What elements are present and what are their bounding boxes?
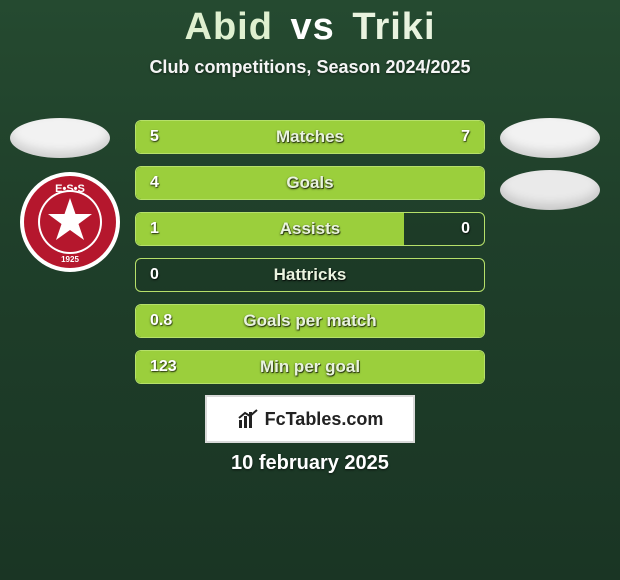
badge-text-top: E•S•S	[55, 183, 85, 195]
badge-year: 1925	[61, 255, 79, 264]
ess-badge-icon: E•S•S 1925	[18, 170, 122, 274]
player1-club-badge: E•S•S 1925	[18, 170, 122, 274]
stat-row: 10Assists	[135, 212, 485, 246]
stat-value-right: 0	[461, 220, 470, 238]
player1-name: Abid	[185, 6, 273, 48]
comparison-card: Abid vs Triki Club competitions, Season …	[0, 0, 620, 580]
bar-fill-left	[136, 167, 484, 199]
stat-value-left: 0	[150, 266, 159, 284]
stat-row: 123Min per goal	[135, 350, 485, 384]
stat-value-left: 1	[150, 220, 159, 238]
stat-value-left: 123	[150, 358, 177, 376]
snapshot-date: 10 february 2025	[0, 452, 620, 475]
player1-avatar-placeholder	[10, 118, 110, 158]
stat-bars: 57Matches4Goals10Assists0Hattricks0.8Goa…	[135, 120, 485, 396]
stat-value-left: 4	[150, 174, 159, 192]
bar-fill-left	[136, 213, 404, 245]
stat-value-right: 7	[461, 128, 470, 146]
player2-club-placeholder	[500, 170, 600, 210]
bar-fill-right	[279, 121, 484, 153]
stat-value-left: 0.8	[150, 312, 172, 330]
fctables-logo-icon	[237, 408, 259, 430]
bar-fill-left	[136, 351, 484, 383]
source-tag-text: FcTables.com	[265, 409, 384, 430]
stat-row: 0.8Goals per match	[135, 304, 485, 338]
player2-name: Triki	[352, 6, 435, 48]
subtitle: Club competitions, Season 2024/2025	[0, 57, 620, 78]
stat-row: 0Hattricks	[135, 258, 485, 292]
page-title: Abid vs Triki	[0, 0, 620, 49]
bar-fill-left	[136, 305, 484, 337]
stat-row: 57Matches	[135, 120, 485, 154]
stat-label: Hattricks	[136, 265, 484, 285]
source-tag: FcTables.com	[205, 395, 415, 443]
stat-row: 4Goals	[135, 166, 485, 200]
player2-avatar-placeholder	[500, 118, 600, 158]
vs-label: vs	[291, 6, 335, 48]
stat-value-left: 5	[150, 128, 159, 146]
